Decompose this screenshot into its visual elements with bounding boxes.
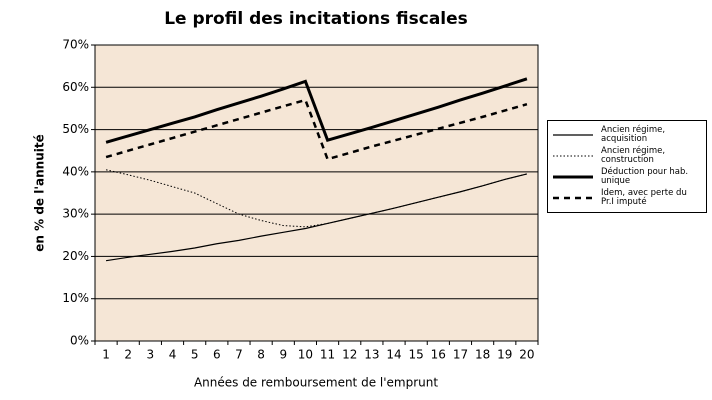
x-tick-label: 1 [102, 348, 110, 362]
y-tick-label: 40% [62, 164, 89, 178]
x-tick-label: 13 [364, 348, 379, 362]
legend-label: Ancien régime, acquisition [601, 125, 666, 144]
y-tick-label: 0% [70, 334, 89, 348]
x-tick-label: 18 [475, 348, 490, 362]
x-tick-label: 7 [235, 348, 243, 362]
y-tick-label: 50% [62, 122, 89, 136]
legend-entry: Déduction pour hab. unique [551, 168, 703, 186]
y-tick-label: 30% [62, 207, 89, 221]
x-tick-label: 9 [279, 348, 287, 362]
chart-title: Le profil des incitations fiscales [164, 9, 468, 29]
y-tick-label: 70% [62, 38, 89, 52]
x-tick-label: 15 [409, 348, 424, 362]
y-tick-label: 60% [62, 80, 89, 94]
x-tick-label: 2 [124, 348, 132, 362]
legend-swatch [553, 134, 593, 136]
x-tick-label: 12 [342, 348, 357, 362]
series-line [105, 77, 528, 144]
legend-label: Ancien régime, construction [601, 146, 666, 165]
legend-entry: Ancien régime, construction [551, 147, 703, 165]
x-tick-label: 20 [519, 348, 534, 362]
y-axis-label: en % de l'annuité [33, 134, 47, 251]
x-tick-label: 14 [386, 348, 401, 362]
x-tick-label: 17 [453, 348, 468, 362]
y-tick-label: 20% [62, 249, 89, 263]
x-tick-label: 11 [320, 348, 335, 362]
y-tick-label: 10% [62, 291, 89, 305]
legend-entry: Ancien régime, acquisition [551, 126, 703, 144]
x-tick-label: 4 [169, 348, 177, 362]
legend-label: Idem, avec perte du Pr.I imputé [601, 188, 687, 207]
x-tick-label: 5 [191, 348, 199, 362]
legend-label: Déduction pour hab. unique [601, 167, 689, 186]
plot-area [95, 45, 538, 341]
x-tick-label: 19 [497, 348, 512, 362]
series-line [105, 173, 528, 262]
x-axis-label: Années de remboursement de l'emprunt [194, 376, 438, 390]
x-tick-label: 6 [213, 348, 221, 362]
x-tick-label: 8 [257, 348, 265, 362]
legend-swatch [553, 175, 593, 179]
x-tick-label: 16 [431, 348, 446, 362]
legend-swatch [553, 196, 593, 200]
x-tick-label: 10 [298, 348, 313, 362]
legend-entry: Idem, avec perte du Pr.I imputé [551, 189, 703, 207]
legend-swatch [553, 155, 593, 157]
x-tick-label: 3 [147, 348, 155, 362]
legend: Ancien régime, acquisition Ancien régime,… [547, 120, 707, 213]
